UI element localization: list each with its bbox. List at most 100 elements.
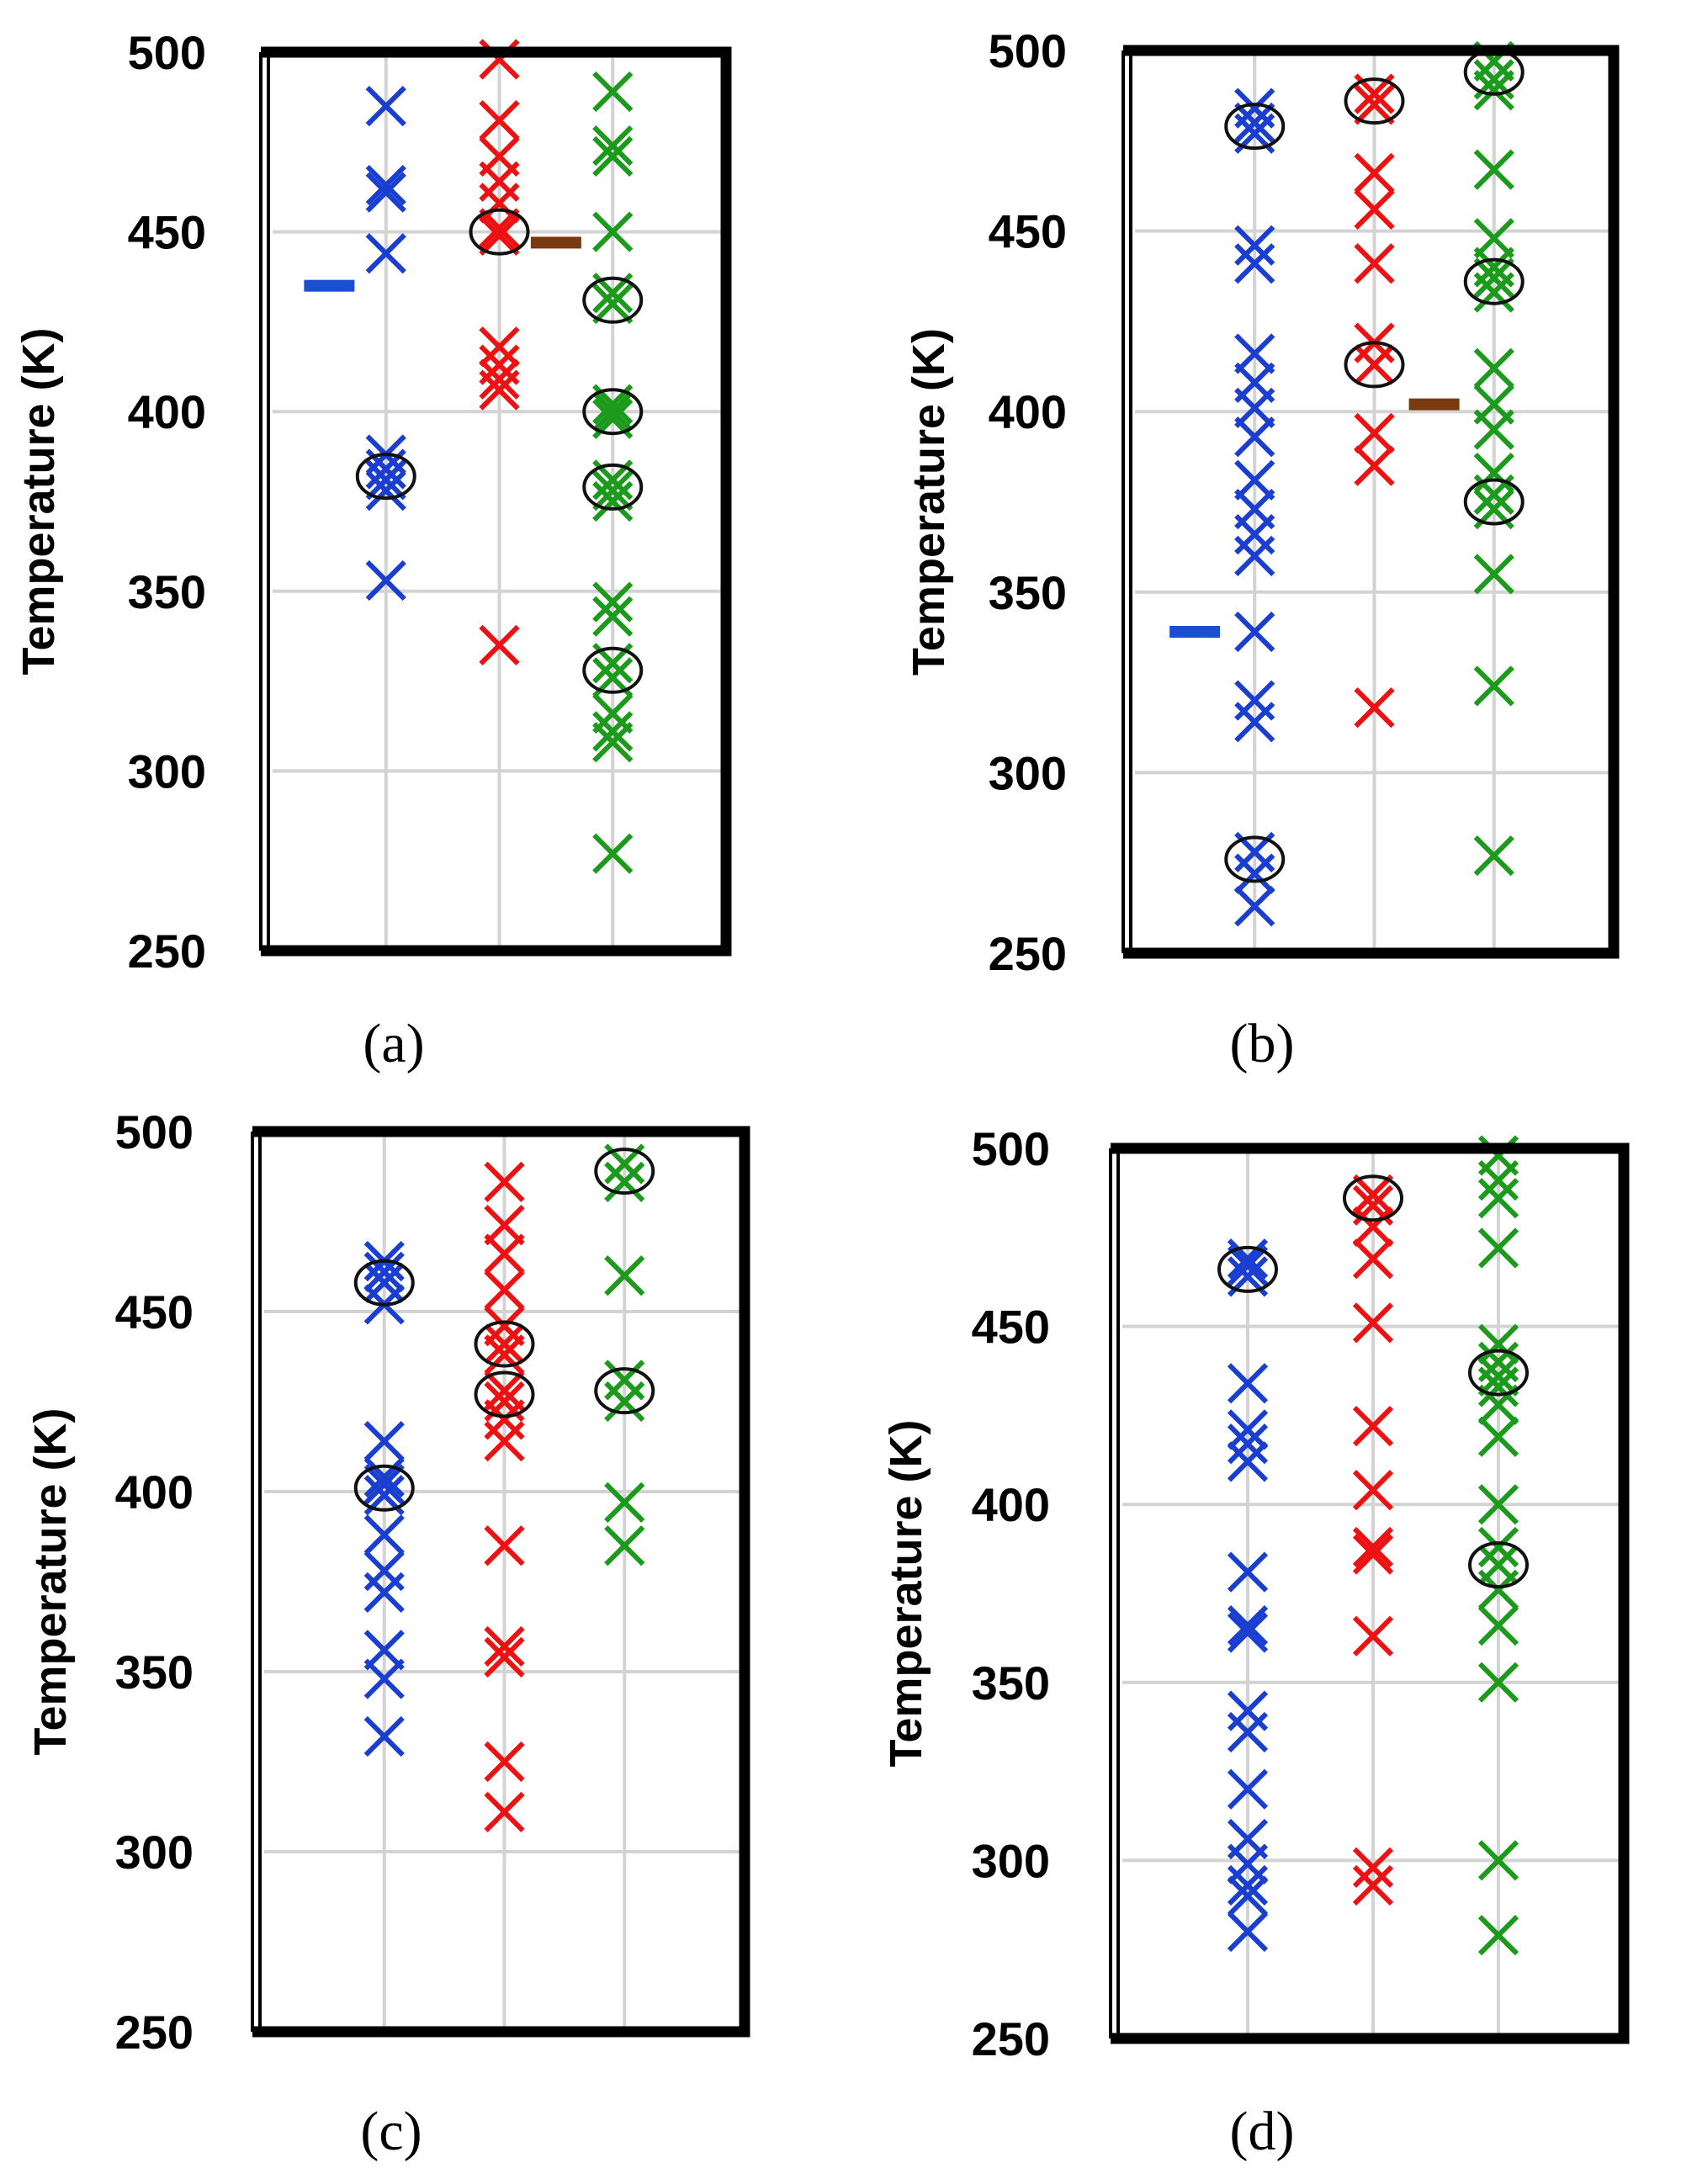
panel-a-series-1-point-0 <box>365 85 406 127</box>
panel-b-grid <box>1135 50 1614 953</box>
panel-d-series-3-point-6 <box>1477 1355 1519 1397</box>
panel-b-series-1-point-8 <box>1234 416 1275 458</box>
panel-d: 250 300 350 400 450 500 Temperature (K) (d) <box>881 1122 1630 2162</box>
panel-d-series-3-point-1 <box>1477 1159 1519 1201</box>
panel-b-series-3-point-2 <box>1473 70 1514 111</box>
panel-b-series-2-point-6 <box>1354 344 1395 385</box>
panel-b-series-2-point-1 <box>1354 84 1395 125</box>
panel-d-series-1-point-0 <box>1227 1238 1269 1280</box>
panel-a-grid <box>273 52 726 951</box>
panel-a-series-3-point-12 <box>592 581 634 623</box>
panel-a-series-2-circle-0 <box>469 208 530 256</box>
panel-a-series-3-circle-1 <box>582 388 644 436</box>
panel-c-series-2-point-13 <box>484 1636 525 1678</box>
panel-b-ytick-label-500: 500 <box>989 24 1067 77</box>
panel-c-series-1-point-8 <box>363 1514 405 1556</box>
panel-c-ytick-label-500: 500 <box>115 1105 194 1158</box>
panel-d-series-2-point-5 <box>1352 1405 1394 1447</box>
panel-b-dash-marker-0 <box>1169 626 1221 639</box>
panel-c-series-1-point-1 <box>363 1251 405 1293</box>
panel-c-series-1-circle-1 <box>353 1464 415 1512</box>
panel-c-series-3-circle-1 <box>594 1367 655 1415</box>
panel-d-series-1-point-16 <box>1227 1875 1269 1916</box>
panel-a-series-3-point-0 <box>592 71 634 113</box>
panel-d-series-1-point-6 <box>1227 1441 1269 1482</box>
panel-c-series-1-point-10 <box>363 1572 405 1613</box>
panel-d-frame <box>1109 1142 1630 2044</box>
panel-d-series-3-circle-0 <box>1468 1349 1529 1397</box>
panel-a-series-1-point-2 <box>365 172 406 213</box>
panel-c-series-2-point-4 <box>484 1305 525 1347</box>
panel-c-series-3-point-5 <box>604 1482 645 1523</box>
panel-d-label: (d) <box>1230 2101 1295 2162</box>
panel-d-series-1-point-5 <box>1227 1423 1269 1465</box>
panel-b-series-1-point-3 <box>1234 225 1275 266</box>
panel-c-ytick-label-450: 450 <box>115 1285 194 1338</box>
panel-b-series-3-point-7 <box>1473 272 1514 313</box>
panel-c-series-2-point-6 <box>484 1334 525 1376</box>
panel-b-series-3-point-14 <box>1473 554 1514 595</box>
panel-c-series-2-point-3 <box>484 1270 525 1311</box>
panel-b-series-1-point-13 <box>1234 611 1275 653</box>
panel-b-series-1-point-12 <box>1234 535 1275 577</box>
panel-d-grid <box>1122 1148 1624 2038</box>
panel-a-series-1-point-3 <box>365 233 406 274</box>
panel-b-series-1-point-18 <box>1234 886 1275 927</box>
panel-b-series-1-point-7 <box>1234 387 1275 429</box>
panel-a-series-1-point-8 <box>365 559 406 602</box>
panel-a-series-3-circle-2 <box>582 463 644 511</box>
panel-d-ylabel: Temperature (K) <box>881 1419 931 1767</box>
panel-b-series-2-point-9 <box>1354 687 1395 729</box>
panel-d-series-1-point-17 <box>1227 1911 1269 1953</box>
panel-b-series-1-circle-1 <box>1224 835 1286 883</box>
panel-b-series-3-point-6 <box>1473 257 1514 299</box>
panel-a-series-3-point-17 <box>592 711 634 752</box>
panel-a-series-2-point-1 <box>479 100 520 141</box>
panel-b-ytick-label-300: 300 <box>989 746 1067 799</box>
panel-a-series-3-point-10 <box>592 470 634 512</box>
panel-d-series-2-point-6 <box>1352 1470 1394 1511</box>
panel-d-series-3-circle-1 <box>1468 1541 1529 1589</box>
panel-b-series-2-circle-1 <box>1344 341 1405 389</box>
panel-a-series-2-point-5 <box>479 208 520 249</box>
panel-c-series-2-point-2 <box>484 1233 525 1275</box>
panel-b-series-1-point-9 <box>1234 459 1275 501</box>
panel-c-frame-box <box>252 1126 750 2038</box>
panel-a-series-3-point-1 <box>592 125 634 167</box>
panel-a-ytick-label-500: 500 <box>128 26 206 79</box>
panel-c-series-1-point-12 <box>363 1658 405 1699</box>
panel-d-series-3-point-16 <box>1477 1840 1519 1881</box>
panel-c-series-2-point-7 <box>484 1370 525 1412</box>
panel-b-series-1-circle-0 <box>1224 103 1286 151</box>
panel-a-series-3-point-2 <box>592 135 634 178</box>
panel-d-series-1-point-8 <box>1227 1604 1269 1646</box>
panel-a-ytick-label-450: 450 <box>128 206 206 259</box>
panel-b-ytick-label-350: 350 <box>989 566 1067 619</box>
panel-a-series-1-point-6 <box>365 459 406 501</box>
panel-c-series-2-point-1 <box>484 1205 525 1246</box>
panel-a-series-1-point-7 <box>365 470 406 512</box>
panel-a-series-1-circle-0 <box>355 453 416 501</box>
panel-c-series-2-circle-0 <box>474 1320 535 1368</box>
panel-d-ytick-label-450: 450 <box>972 1301 1050 1354</box>
panel-a-series-3-point-16 <box>592 692 634 734</box>
panel-c-series-3-point-1 <box>604 1161 645 1203</box>
panel-b-series-2-point-2 <box>1354 152 1395 194</box>
panel-d-ytick-label-350: 350 <box>972 1657 1050 1710</box>
panel-b-series-3-point-8 <box>1473 347 1514 389</box>
panel-d-series-3-point-7 <box>1477 1366 1519 1407</box>
panel-c-ytick-label-250: 250 <box>115 2006 194 2059</box>
panel-a-series-2-point-7 <box>479 326 520 368</box>
panel-c-ylabel: Temperature (K) <box>25 1407 76 1755</box>
panel-b-series-3-point-15 <box>1473 665 1514 707</box>
panel-b-ylabel: Temperature (K) <box>904 328 954 676</box>
panel-a-ytick-label-400: 400 <box>128 385 206 438</box>
panel-d-series-2-point-7 <box>1352 1526 1394 1568</box>
panel-a-yticks: 250 300 350 400 450 500 <box>128 26 206 978</box>
panel-c-marks <box>353 1143 655 1833</box>
panel-d-series-2-point-9 <box>1352 1615 1394 1657</box>
panel-a-ytick-label-350: 350 <box>128 565 206 618</box>
panel-c-series-2-point-10 <box>484 1420 525 1462</box>
panel-b-series-1-point-4 <box>1234 243 1275 284</box>
